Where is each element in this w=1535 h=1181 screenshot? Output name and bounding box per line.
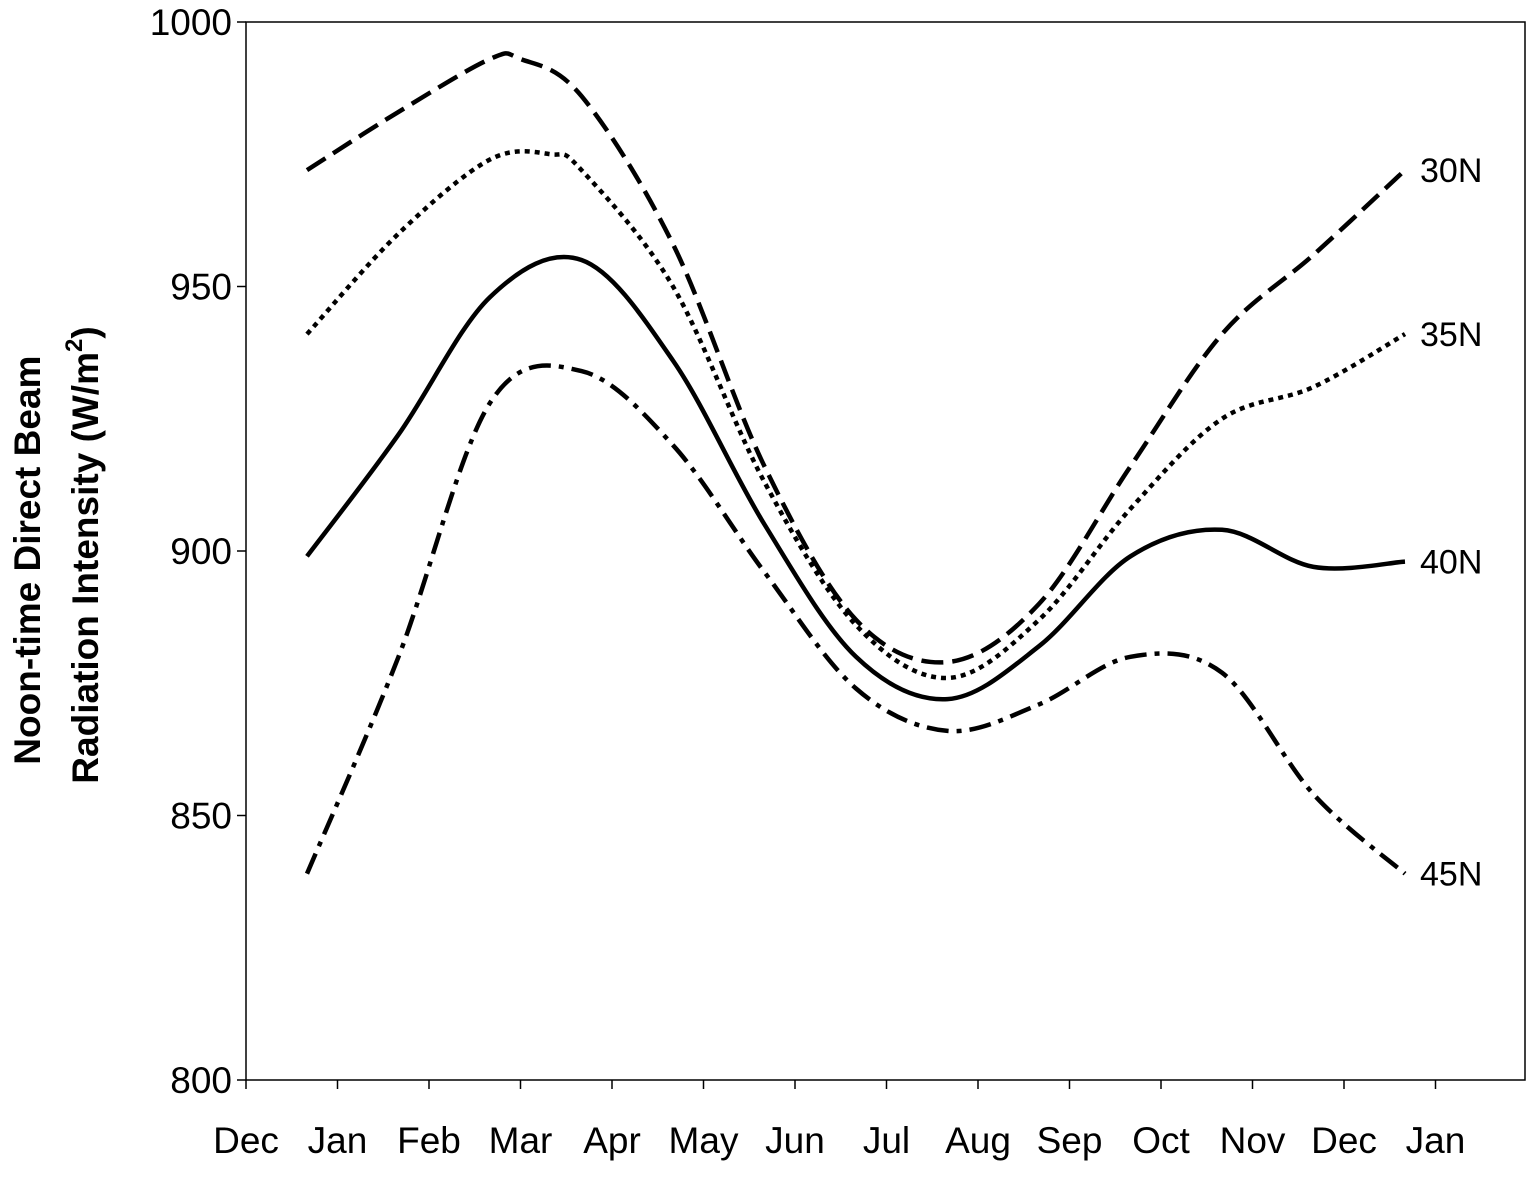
x-tick-label: Jun <box>765 1120 825 1161</box>
x-tick-label: Dec <box>1311 1120 1377 1161</box>
x-tick-label: Aug <box>945 1120 1011 1161</box>
x-tick-label: Sep <box>1037 1120 1103 1161</box>
x-tick-label: Nov <box>1220 1120 1286 1161</box>
x-tick-label: Apr <box>583 1120 641 1161</box>
y-tick-label: 900 <box>170 531 232 572</box>
axes: 800 850 900 950 1000 Dec Jan Feb Mar Apr May Jun Jul… <box>150 2 1466 1161</box>
y-tick-label: 1000 <box>150 2 232 43</box>
series-line-30n <box>305 51 1407 665</box>
y-tick-label: 800 <box>170 1060 232 1101</box>
y-axis-title-superscript: 2 <box>61 339 88 352</box>
y-axis-title-line-1: Noon-time Direct Beam <box>7 356 48 765</box>
y-tick-label: 950 <box>170 267 232 308</box>
series-line-40n <box>305 254 1406 702</box>
y-axis-title-line-2: Radiation Intensity (W/m <box>65 352 106 784</box>
series-line-35n <box>305 149 1407 681</box>
series-label-30n: 30N <box>1420 152 1482 190</box>
plot-border <box>245 21 1526 1081</box>
series-label-45n: 45N <box>1420 856 1482 894</box>
x-tick-label: Jan <box>308 1120 368 1161</box>
series-lines <box>304 51 1407 876</box>
x-tick-label: Mar <box>489 1120 553 1161</box>
series-line-45n <box>304 363 1407 876</box>
x-tick-label: Feb <box>397 1120 461 1161</box>
y-tick-label: 850 <box>170 796 232 837</box>
x-tick-label: Dec <box>213 1120 279 1161</box>
series-label-35n: 35N <box>1420 316 1482 354</box>
series-label-40n: 40N <box>1420 544 1482 582</box>
series-labels: 30N 35N 40N 45N <box>1420 152 1482 894</box>
y-axis-title-close: ) <box>65 326 106 338</box>
x-tick-label: May <box>669 1120 739 1161</box>
x-tick-label: Oct <box>1132 1120 1190 1161</box>
y-axis-title: Noon-time Direct Beam Radiation Intensit… <box>7 326 106 783</box>
x-tick-label: Jan <box>1406 1120 1466 1161</box>
plot-frame <box>245 21 1526 1081</box>
x-tick-label: Jul <box>863 1120 910 1161</box>
